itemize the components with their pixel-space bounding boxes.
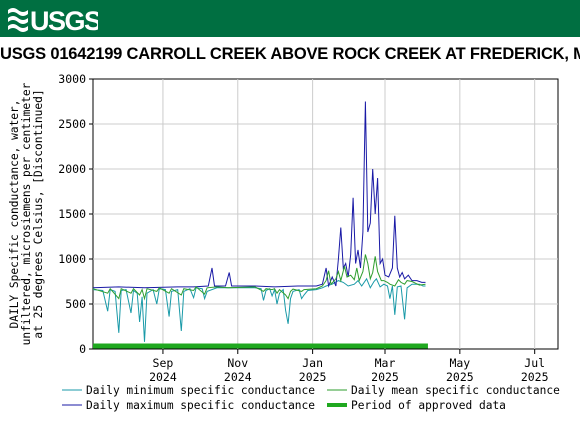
y-axis: 0 500 1000 1500 2000 2500 3000 (58, 72, 93, 356)
x-tick-label: Nov (227, 356, 248, 370)
series-layer (92, 101, 426, 342)
legend: Daily minimum specific conductance Daily … (62, 384, 560, 412)
usgs-logo[interactable]: USGS (6, 4, 98, 34)
y-tick-label: 2500 (58, 117, 86, 131)
y-tick-label: 3000 (58, 72, 86, 86)
series-max-line (92, 101, 426, 289)
series-min-line (92, 277, 426, 342)
x-axis: Sep2024Nov2024Jan2025Mar2025May2025Jul20… (149, 349, 549, 384)
legend-label-approved: Period of approved data (351, 399, 506, 412)
x-tick-label: May (449, 356, 470, 370)
y-tick-label: 500 (65, 297, 86, 311)
y-tick-label: 1500 (58, 207, 86, 221)
x-tick-label: Jan (302, 356, 323, 370)
y-axis-label: DAILY Specific conductance, water, unfilt… (8, 82, 45, 345)
x-tick-label: 2025 (446, 370, 474, 384)
y-label-line: at 25 degrees Celsius, [Discontinued] (32, 89, 45, 338)
grid-lines (93, 79, 558, 349)
x-tick-label: Sep (153, 356, 174, 370)
x-tick-label: 2024 (224, 370, 252, 384)
y-label-line: DAILY Specific conductance, water, (8, 99, 21, 328)
x-tick-label: 2025 (371, 370, 399, 384)
series-mean-line (92, 254, 426, 301)
legend-label-min: Daily minimum specific conductance (86, 384, 315, 397)
usgs-banner: USGS (0, 0, 580, 37)
y-label-line: unfiltered, microsiemens per centimeter (20, 82, 33, 345)
chart-title: USGS 01642199 CARROLL CREEK ABOVE ROCK C… (0, 45, 580, 63)
x-tick-label: 2025 (299, 370, 327, 384)
y-tick-label: 0 (79, 342, 86, 356)
legend-label-mean: Daily mean specific conductance (351, 384, 560, 397)
legend-label-max: Daily maximum specific conductance (86, 399, 315, 412)
x-tick-label: Mar (375, 356, 396, 370)
x-tick-label: 2024 (149, 370, 177, 384)
usgs-logo-text: USGS (30, 6, 98, 34)
y-tick-label: 2000 (58, 162, 86, 176)
x-tick-label: Jul (524, 356, 545, 370)
x-tick-label: 2025 (521, 370, 549, 384)
y-tick-label: 1000 (58, 252, 86, 266)
